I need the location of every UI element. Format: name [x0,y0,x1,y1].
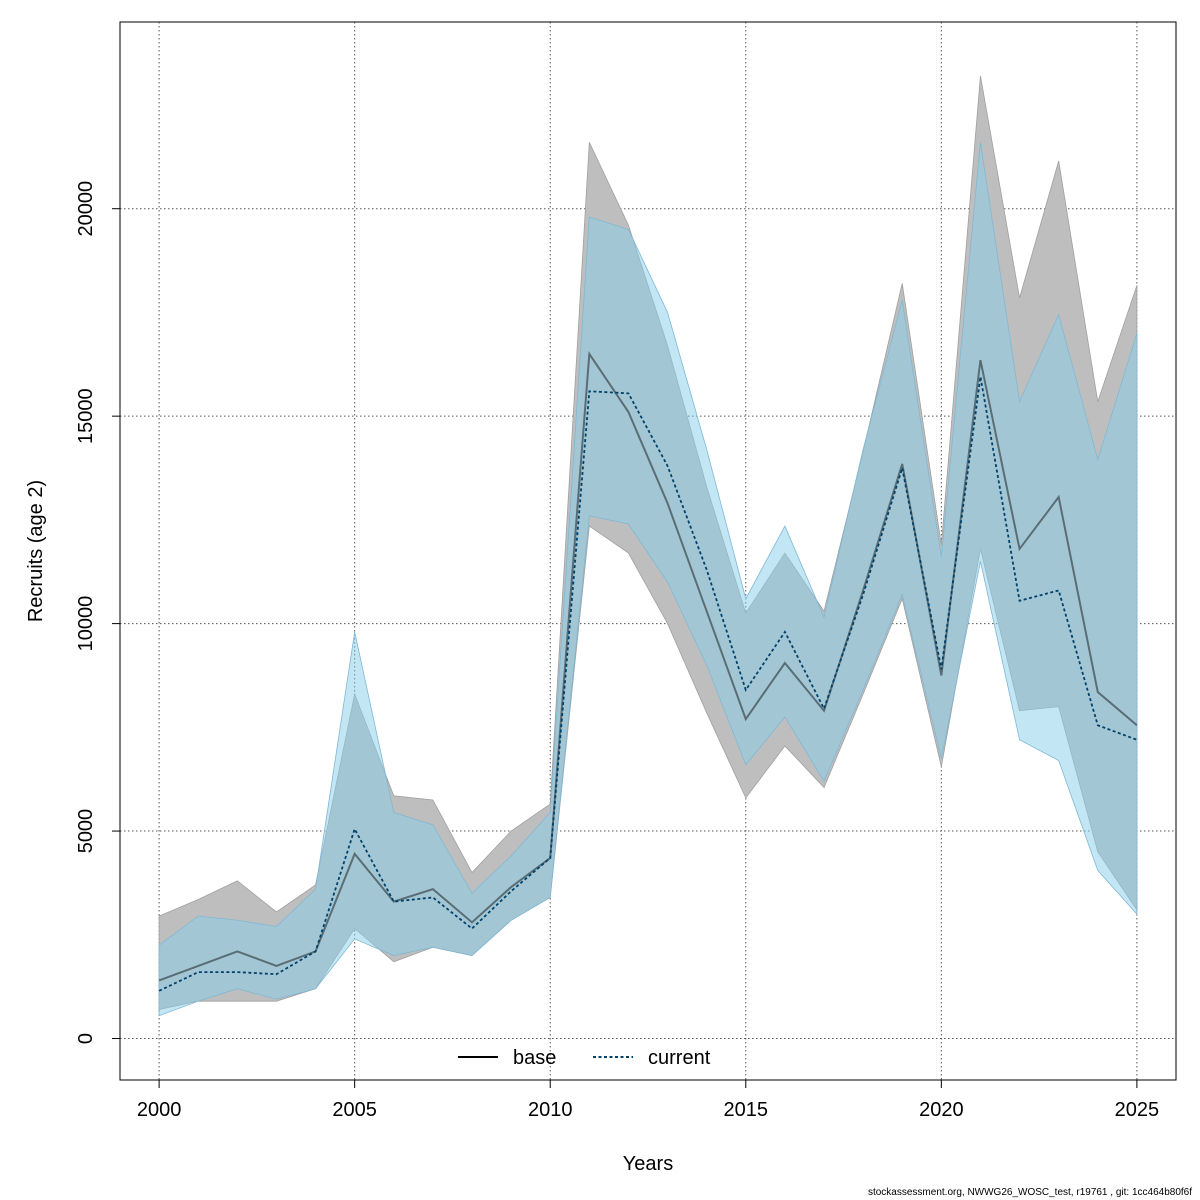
series-line-base [158,350,1138,982]
y-tick-label: 5000 [75,809,97,854]
x-tick-label: 2015 [724,1099,769,1121]
x-tick-label: 2020 [919,1099,964,1121]
series-line-current [158,376,1138,992]
x-axis-title: Years [623,1153,673,1175]
confidence-band-current [158,142,1138,1017]
confidence-bands [158,75,1138,1017]
axes: 2000 2005 2010 2015 2020 2025 0 5000 10000 15000 2… [75,181,1159,1121]
legend-label-base: base [513,1047,556,1069]
y-tick-label: 10000 [75,596,97,652]
legend: base current [458,1047,711,1069]
x-tick-label: 2005 [332,1099,377,1121]
series-lines [158,350,1138,992]
y-axis-title: Recruits (age 2) [25,480,47,622]
x-tick-label: 2000 [137,1099,182,1121]
x-tick-label: 2025 [1115,1099,1160,1121]
legend-label-current: current [648,1047,711,1069]
y-tick-label: 20000 [75,181,97,237]
footer-credit: stockassessment.org, NWWG26_WOSC_test, r… [867,1187,1192,1198]
x-tick-label: 2010 [528,1099,573,1121]
y-tick-label: 0 [75,1033,97,1044]
y-tick-label: 15000 [75,388,97,444]
